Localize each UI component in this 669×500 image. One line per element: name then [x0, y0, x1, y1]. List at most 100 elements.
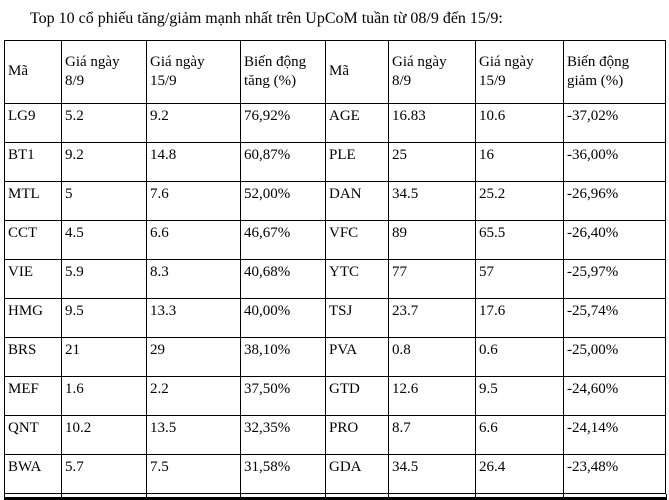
cell-change: -26,40% — [563, 220, 666, 260]
cell-price: 89 — [388, 220, 476, 260]
cell-change: 40,00% — [240, 298, 326, 338]
cell-code: VIE — [4, 259, 62, 299]
cell-price: 9.5 — [61, 298, 147, 338]
cell-price: 10.2 — [61, 415, 147, 455]
cell-change: 76,92% — [240, 103, 326, 143]
cell-price: 0.8 — [388, 337, 476, 377]
cell-price: 13.3 — [146, 298, 241, 338]
cell-change: -24,14% — [563, 415, 666, 455]
cell-change: -23,48% — [563, 454, 666, 494]
table-row: BT1 9.2 14.8 60,87% PLE 25 16 -36,00% — [4, 142, 666, 182]
table-caption: Top 10 cổ phiếu tăng/giảm mạnh nhất trên… — [30, 10, 503, 27]
cell-price: 12.6 — [388, 376, 476, 416]
cell-change: 52,00% — [240, 181, 326, 221]
cell-price: 16.83 — [388, 103, 476, 143]
cell-code: AGE — [325, 103, 389, 143]
cell-price: 10.6 — [475, 103, 564, 143]
cell-price: 34.5 — [388, 454, 476, 494]
cell-code: YTC — [325, 259, 389, 299]
cell-price: 0.6 — [475, 337, 564, 377]
table-row: QNT 10.2 13.5 32,35% PRO 8.7 6.6 -24,14% — [4, 415, 666, 455]
cell-code: PVA — [325, 337, 389, 377]
cell-price: 17.6 — [475, 298, 564, 338]
cell-change: 40,68% — [240, 259, 326, 299]
table-row: BRS 21 29 38,10% PVA 0.8 0.6 -25,00% — [4, 337, 666, 377]
table-row: MTL 5 7.6 52,00% DAN 34.5 25.2 -26,96% — [4, 181, 666, 221]
cell-change: 60,87% — [240, 142, 326, 182]
cell-change: 32,35% — [240, 415, 326, 455]
table-row: CCT 4.5 6.6 46,67% VFC 89 65.5 -26,40% — [4, 220, 666, 260]
cell-price: 26.4 — [475, 454, 564, 494]
cell-code: MTL — [4, 181, 62, 221]
cell-code: HMG — [4, 298, 62, 338]
cell-price: 13.5 — [146, 415, 241, 455]
cell-code: BRS — [4, 337, 62, 377]
cell-code: CCT — [4, 220, 62, 260]
cell-price: 7.6 — [146, 181, 241, 221]
column-header-price-start-gain: Giá ngày 8/9 — [61, 40, 147, 104]
cell-change: -25,00% — [563, 337, 666, 377]
cell-price: 8.3 — [146, 259, 241, 299]
cell-change: 46,67% — [240, 220, 326, 260]
cell-price: 9.2 — [61, 142, 147, 182]
cell-price: 14.8 — [146, 142, 241, 182]
column-header-code-loss: Mã — [325, 40, 389, 104]
column-header-change-loss: Biến động giảm (%) — [563, 40, 666, 104]
cell-code: VFC — [325, 220, 389, 260]
cell-price: 25.2 — [475, 181, 564, 221]
cell-price: 23.7 — [388, 298, 476, 338]
cell-price: 25 — [388, 142, 476, 182]
cell-price: 9.5 — [475, 376, 564, 416]
cell-price: 2.2 — [146, 376, 241, 416]
cell-price: 6.6 — [475, 415, 564, 455]
cell-change: 37,50% — [240, 376, 326, 416]
cell-price: 5.7 — [61, 454, 147, 494]
cell-change: -25,74% — [563, 298, 666, 338]
cell-change: -26,96% — [563, 181, 666, 221]
column-header-price-start-loss: Giá ngày 8/9 — [388, 40, 476, 104]
stock-table: Mã Giá ngày 8/9 Giá ngày 15/9 Biến động … — [4, 40, 666, 494]
cell-price: 7.5 — [146, 454, 241, 494]
table-row: VIE 5.9 8.3 40,68% YTC 77 57 -25,97% — [4, 259, 666, 299]
cell-price: 9.2 — [146, 103, 241, 143]
cell-change: 38,10% — [240, 337, 326, 377]
cell-price: 16 — [475, 142, 564, 182]
cell-code: PLE — [325, 142, 389, 182]
cell-price: 6.6 — [146, 220, 241, 260]
cell-change: -24,60% — [563, 376, 666, 416]
cell-code: LG9 — [4, 103, 62, 143]
column-header-change-gain: Biến động tăng (%) — [240, 40, 326, 104]
cell-price: 77 — [388, 259, 476, 299]
cell-code: BWA — [4, 454, 62, 494]
cell-code: BT1 — [4, 142, 62, 182]
cell-price: 29 — [146, 337, 241, 377]
clipped-next-row — [4, 494, 667, 497]
cell-price: 5.2 — [61, 103, 147, 143]
table-row: HMG 9.5 13.3 40,00% TSJ 23.7 17.6 -25,74… — [4, 298, 666, 338]
cell-price: 5.9 — [61, 259, 147, 299]
cell-change: -37,02% — [563, 103, 666, 143]
cell-code: GTD — [325, 376, 389, 416]
column-header-price-end-gain: Giá ngày 15/9 — [146, 40, 241, 104]
cell-price: 34.5 — [388, 181, 476, 221]
cell-price: 4.5 — [61, 220, 147, 260]
column-header-code-gain: Mã — [4, 40, 62, 104]
table-row: LG9 5.2 9.2 76,92% AGE 16.83 10.6 -37,02… — [4, 103, 666, 143]
cell-code: QNT — [4, 415, 62, 455]
table-row: MEF 1.6 2.2 37,50% GTD 12.6 9.5 -24,60% — [4, 376, 666, 416]
cell-price: 1.6 — [61, 376, 147, 416]
column-header-price-end-loss: Giá ngày 15/9 — [475, 40, 564, 104]
cell-change: -25,97% — [563, 259, 666, 299]
cell-price: 5 — [61, 181, 147, 221]
cell-code: DAN — [325, 181, 389, 221]
cell-change: -36,00% — [563, 142, 666, 182]
header-row: Mã Giá ngày 8/9 Giá ngày 15/9 Biến động … — [4, 40, 666, 104]
cell-price: 8.7 — [388, 415, 476, 455]
table-row: BWA 5.7 7.5 31,58% GDA 34.5 26.4 -23,48% — [4, 454, 666, 494]
cell-price: 65.5 — [475, 220, 564, 260]
cell-price: 57 — [475, 259, 564, 299]
cell-code: PRO — [325, 415, 389, 455]
cell-change: 31,58% — [240, 454, 326, 494]
cell-price: 21 — [61, 337, 147, 377]
cell-code: TSJ — [325, 298, 389, 338]
